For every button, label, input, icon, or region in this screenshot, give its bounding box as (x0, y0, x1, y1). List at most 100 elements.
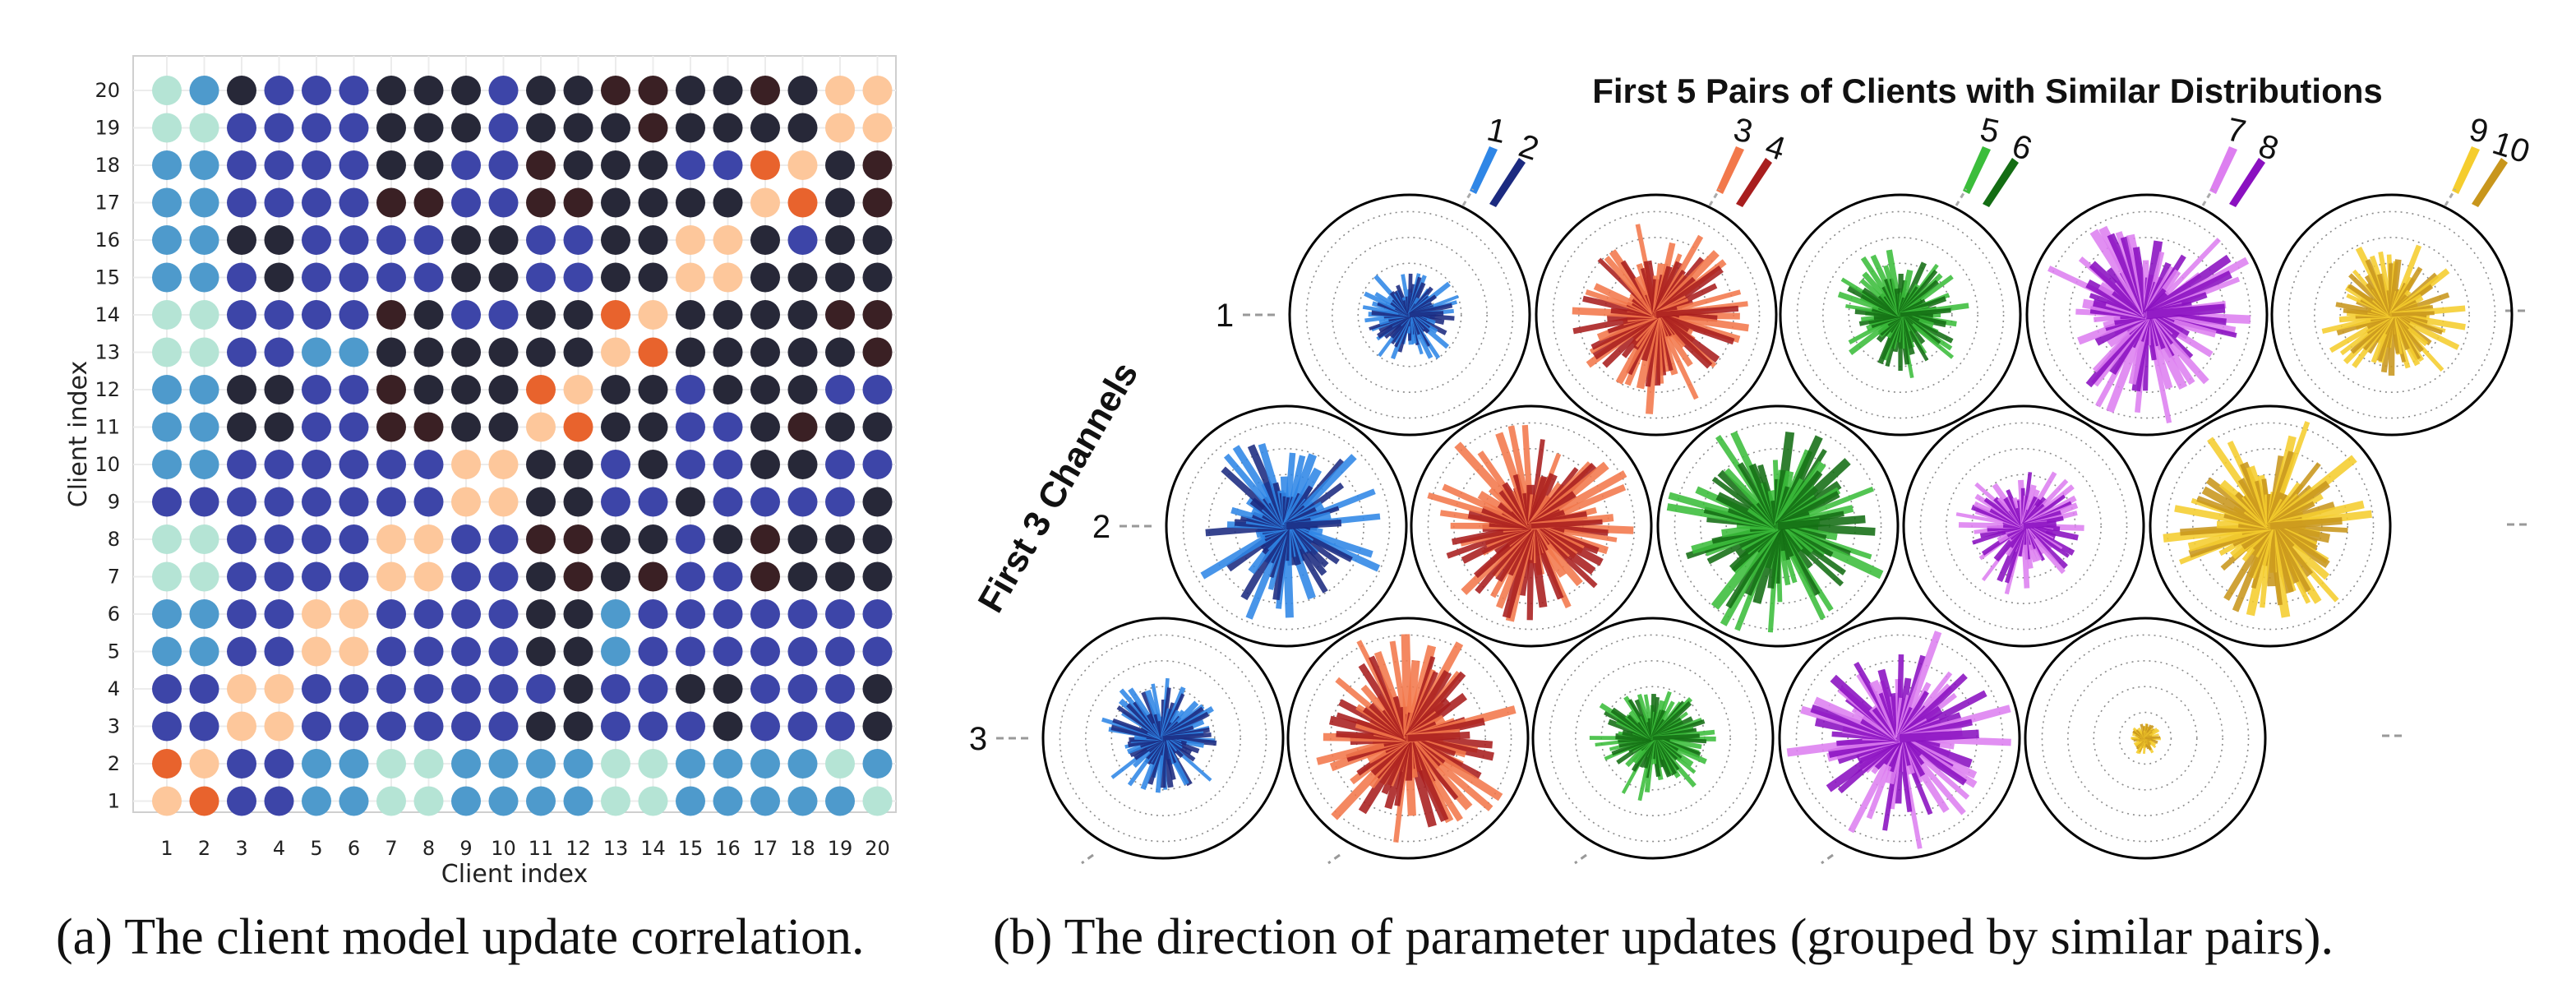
heatmap-cell (526, 674, 556, 704)
heatmap-cell (750, 76, 780, 105)
pair-legend-entry: 910 (2444, 111, 2534, 207)
x-tick-label: 14 (640, 837, 666, 860)
heatmap-cell (825, 487, 855, 517)
heatmap-cell (638, 76, 668, 105)
legend-leader (1955, 188, 1968, 206)
x-tick-label: 7 (385, 837, 397, 860)
x-tick-label: 10 (491, 837, 516, 860)
heatmap-cell (526, 561, 556, 592)
heatmap-cell (601, 749, 630, 779)
heatmap-cell (787, 150, 818, 180)
heatmap-cell (302, 487, 331, 517)
heatmap-cell (264, 561, 294, 592)
heatmap-cell (825, 749, 855, 779)
heatmap-cell (787, 225, 818, 255)
heatmap-cell (339, 674, 369, 704)
heatmap-cell (302, 711, 331, 742)
heatmap-cell (638, 636, 668, 667)
polar-ring (2118, 711, 2172, 765)
legend-wedge (2229, 158, 2265, 207)
heatmap-cell (413, 786, 444, 816)
heatmap-cell (302, 599, 331, 629)
heatmap-cell (227, 375, 256, 404)
polar-ring (1085, 660, 1241, 816)
heatmap-cell (264, 113, 294, 143)
heatmap-cell (601, 225, 630, 255)
heatmap-cell (787, 749, 818, 779)
heatmap-cell (376, 487, 406, 517)
heatmap-cell (189, 412, 219, 442)
heatmap-cell (152, 113, 182, 143)
legend-leader (2201, 188, 2214, 206)
heatmap-cell (152, 524, 182, 554)
heatmap-cell (862, 561, 893, 592)
heatmap-cell (189, 337, 219, 367)
heatmap-cell (563, 262, 593, 293)
heatmap-cell (264, 524, 294, 554)
heatmap-cell (787, 487, 818, 517)
heatmap-cell (601, 187, 630, 218)
legend-label: 10 (2488, 125, 2534, 171)
heatmap-cell (227, 674, 256, 704)
heatmap-cell (264, 786, 294, 816)
heatmap-cell (302, 786, 331, 816)
heatmap-cell (676, 187, 705, 218)
heatmap-cell (227, 786, 256, 816)
y-tick-label: 8 (108, 528, 120, 551)
heatmap-cell (563, 113, 593, 143)
y-tick-label: 1 (108, 790, 120, 813)
heatmap-cell (189, 487, 219, 517)
heatmap-cell (526, 375, 556, 404)
heatmap-cell (227, 150, 256, 180)
heatmap-cell (413, 487, 444, 517)
row-leader (1327, 853, 1341, 865)
legend-wedge (1716, 146, 1744, 194)
heatmap-cell (227, 599, 256, 629)
heatmap-cell (638, 412, 668, 442)
channel-row-labels: 1 2 3 (969, 298, 2532, 865)
heatmap-cell (264, 674, 294, 704)
y-tick-label: 20 (95, 79, 120, 102)
heatmap-cell (601, 113, 630, 143)
x-axis-label: Client index (441, 860, 588, 889)
heatmap-cell (413, 711, 444, 742)
heatmap-cell (302, 113, 331, 143)
y-tick-label: 11 (95, 416, 120, 439)
polar-ring (2093, 686, 2198, 791)
polar-ring (1357, 262, 1462, 367)
polar-ring (1700, 448, 1856, 604)
heatmap-cell (750, 113, 780, 143)
heatmap-cell (302, 76, 331, 105)
polar-ring (1821, 660, 1978, 816)
heatmap-cell (227, 412, 256, 442)
heatmap-cell (152, 187, 182, 218)
heatmap-cell (601, 76, 630, 105)
heatmap-cell (451, 450, 481, 479)
heatmap-cell (339, 187, 369, 218)
heatmap-cell (638, 561, 668, 592)
heatmap-cell (189, 187, 219, 218)
heatmap-cell (676, 113, 705, 143)
polar-outline (1041, 617, 1285, 860)
heatmap-cell (787, 262, 818, 293)
polar-bar (1286, 519, 1342, 530)
heatmap-cell (152, 300, 182, 330)
heatmap-cell (563, 786, 593, 816)
heatmap-cell (862, 450, 893, 479)
heatmap-cell (526, 487, 556, 517)
heatmap-cell (713, 786, 743, 816)
heatmap-cell (526, 300, 556, 330)
polar-ring (1549, 634, 1757, 843)
x-tick-label: 20 (865, 837, 890, 860)
heatmap-cell (676, 225, 705, 255)
heatmap-cell (713, 674, 743, 704)
polar-outline (2270, 193, 2514, 437)
heatmap-cell (787, 412, 818, 442)
heatmap-cell (750, 187, 780, 218)
heatmap-cell (825, 412, 855, 442)
heatmap-cell (563, 711, 593, 742)
heatmap-cell (601, 786, 630, 816)
polar-plot (1535, 193, 1778, 437)
